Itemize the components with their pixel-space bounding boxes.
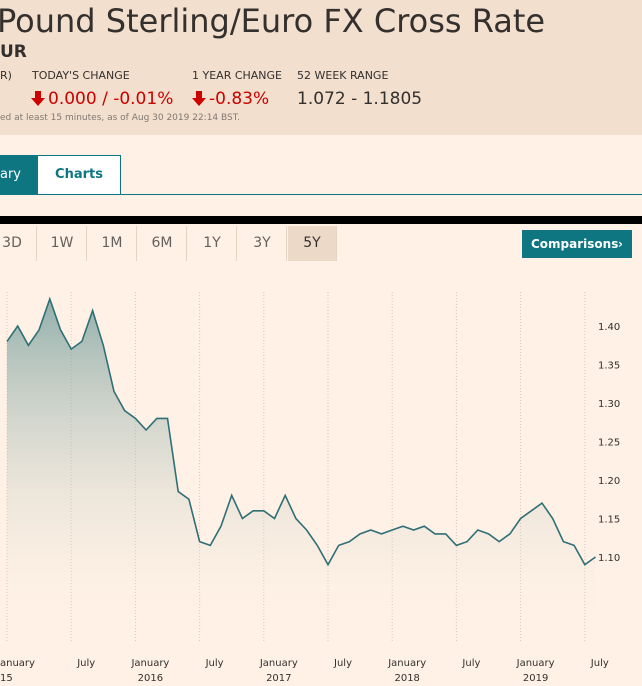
x-tick-year: 2016 [138, 673, 163, 684]
down-arrow [31, 91, 45, 106]
y-tick-label: 1.20 [598, 476, 620, 487]
range-button[interactable]: 3Y [238, 226, 287, 261]
stat-value: -0.83% [209, 89, 270, 109]
y-tick-label: 1.35 [598, 361, 620, 372]
x-tick-year: 2019 [523, 673, 548, 684]
x-tick-year: 2017 [266, 673, 291, 684]
comparisons-button[interactable]: Comparisons › [522, 230, 632, 258]
range-button[interactable]: 1Y [188, 226, 237, 261]
tab[interactable]: ary [0, 155, 37, 195]
stat-label: TODAY'S CHANGE [32, 69, 130, 82]
delay-note: ed at least 15 minutes, as of Aug 30 201… [0, 113, 241, 123]
y-tick-label: 1.30 [598, 399, 620, 410]
range-button[interactable]: 5Y [288, 226, 337, 261]
range-button[interactable]: 1W [38, 226, 87, 261]
x-tick-label: July [333, 658, 352, 669]
y-tick-label: 1.10 [598, 553, 620, 564]
area [7, 299, 596, 634]
x-tick-label: July [461, 658, 480, 669]
y-tick-label: 1.40 [598, 322, 620, 333]
y-tick-label: 1.25 [598, 438, 620, 449]
price-line [6, 296, 596, 567]
range-button[interactable]: 6M [138, 226, 187, 261]
chevron: › [618, 237, 623, 251]
symbol: UR [0, 42, 27, 62]
x-tick-label: July [590, 658, 609, 669]
x-tick-label: January [259, 658, 298, 669]
range-button[interactable]: 1M [88, 226, 137, 261]
y-tick-label: 1.15 [598, 515, 620, 526]
stat-label: 52 WEEK RANGE [297, 69, 389, 82]
chart: anuary 15 July January 2016 July January 2017 Ju… [0, 292, 620, 684]
down-arrow [192, 91, 206, 106]
x-tick-label: January [130, 658, 169, 669]
tab-label: ary [0, 167, 22, 182]
x-tick-label: January [516, 658, 555, 669]
stat-value: 0.000 / -0.01% [48, 89, 174, 109]
x-tick-label: July [76, 658, 95, 669]
button-label: Comparisons [531, 237, 619, 251]
tab-rule [0, 194, 642, 195]
stat-label: 1 YEAR CHANGE [192, 69, 283, 82]
x-tick-year: 15 [0, 673, 13, 684]
header: Pound Sterling/Euro FX Cross Rate UR R) … [0, 0, 642, 135]
x-tick-label: anuary [0, 658, 35, 669]
x-tick-label: July [205, 658, 224, 669]
stat-value: 1.072 - 1.1805 [297, 89, 423, 109]
stat-label: R) [0, 69, 12, 82]
tab[interactable]: Charts [37, 155, 121, 194]
title: Pound Sterling/Euro FX Cross Rate [0, 2, 546, 40]
range-button[interactable]: 3D [0, 226, 37, 261]
divider [0, 216, 642, 224]
x-tick-year: 2018 [394, 673, 419, 684]
x-tick-label: January [387, 658, 426, 669]
